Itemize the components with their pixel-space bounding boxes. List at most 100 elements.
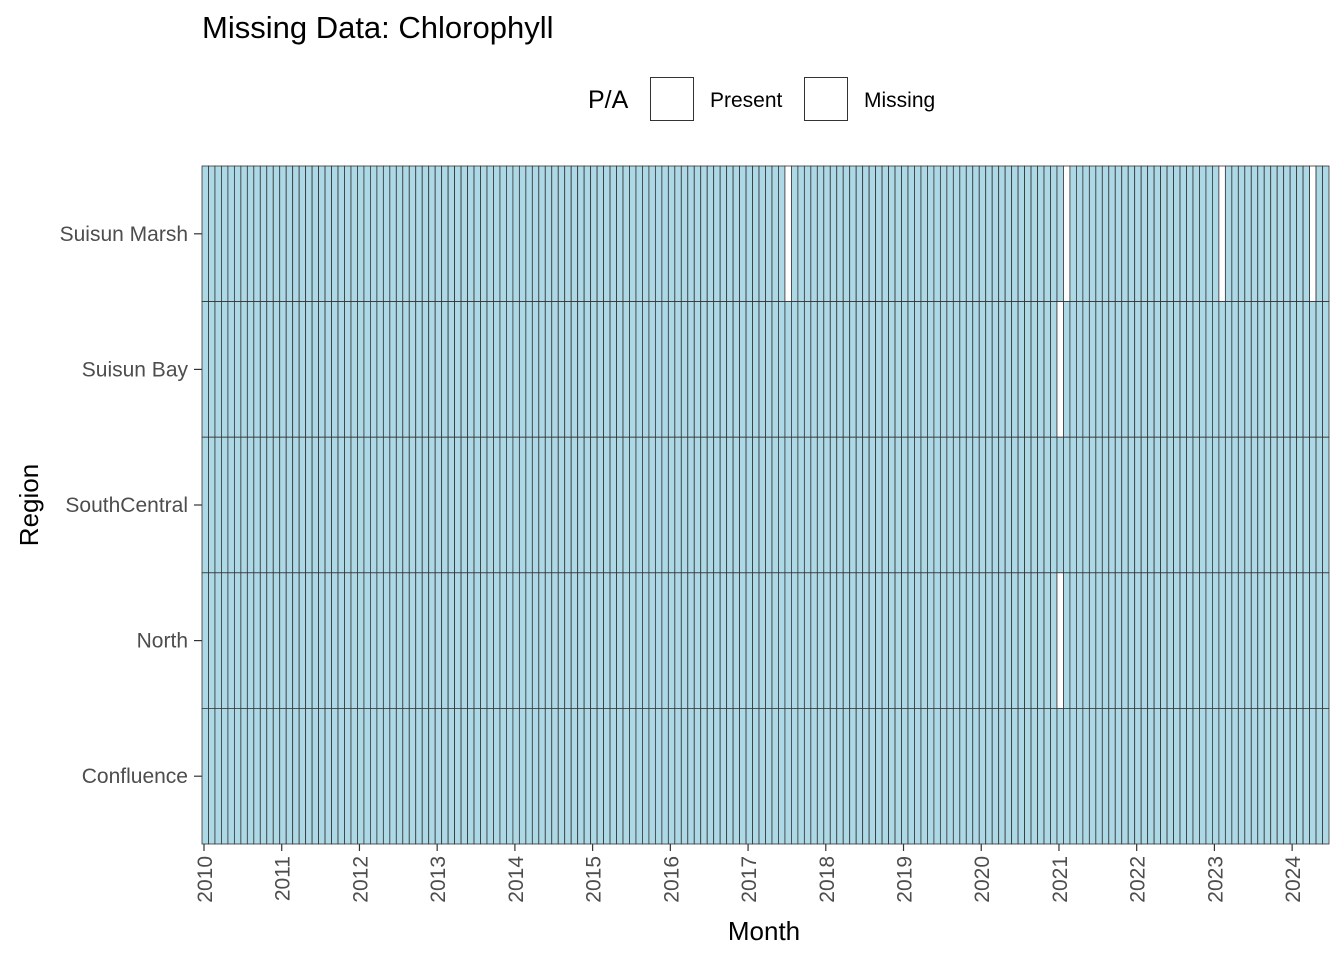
tile-present (272, 572, 281, 709)
tile-present (1224, 436, 1233, 574)
tile-present (1257, 572, 1265, 709)
tile-present (985, 301, 993, 438)
tile-present (311, 165, 319, 303)
tile-present (1224, 165, 1233, 303)
tile-present (1017, 436, 1025, 574)
tile-present (583, 572, 592, 709)
tile-present (298, 165, 307, 303)
tile-present (499, 165, 507, 303)
tile-present (959, 708, 967, 845)
tile-present (506, 572, 514, 709)
tile-present (1063, 436, 1071, 574)
tile-present (1140, 436, 1149, 574)
tile-present (279, 572, 287, 709)
tile-present (467, 436, 475, 574)
tile-present (985, 436, 993, 574)
tile-present (784, 301, 792, 438)
tile-present (227, 572, 235, 709)
tile-present (1082, 301, 1090, 438)
tile-present (791, 165, 799, 303)
tile-present (1011, 708, 1019, 845)
tile-present (667, 708, 676, 845)
tile-present (227, 708, 235, 845)
tile-present (259, 301, 268, 438)
tile-present (1263, 572, 1272, 709)
tile-present (208, 301, 216, 438)
tile-present (1043, 572, 1051, 709)
tile-present (836, 708, 844, 845)
tile-present (901, 572, 909, 709)
tile-present (1127, 572, 1136, 709)
tile-present (719, 708, 728, 845)
tile-present (1069, 165, 1077, 303)
tile-present (654, 708, 663, 845)
tile-present (758, 301, 766, 438)
tile-present (214, 301, 222, 438)
tile-present (415, 572, 423, 709)
tile-present (382, 572, 391, 709)
tile-present (1108, 165, 1116, 303)
tile-present (972, 572, 980, 709)
tile-present (797, 165, 805, 303)
tile-present (357, 436, 365, 574)
tile-present (1153, 165, 1161, 303)
tile-present (680, 572, 689, 709)
y-tick-label: North (137, 630, 188, 653)
tile-present (732, 436, 740, 574)
tile-present (1276, 708, 1285, 845)
tile-present (978, 436, 987, 574)
tile-present (434, 436, 443, 574)
tile-present (1166, 572, 1174, 709)
tile-present (1140, 708, 1149, 845)
tile-present (771, 165, 779, 303)
tile-present (518, 301, 527, 438)
tile-present (389, 301, 397, 438)
tile-present (667, 572, 676, 709)
tile-present (1121, 436, 1129, 574)
tile-present (1173, 436, 1181, 574)
tile-present (797, 436, 805, 574)
tile-present (1276, 165, 1285, 303)
tile-present (337, 165, 345, 303)
tile-present (1069, 436, 1077, 574)
tile-present (428, 708, 436, 845)
tile-present (1147, 708, 1155, 845)
tile-present (331, 436, 339, 574)
tile-present (875, 436, 883, 574)
tile-present (667, 301, 676, 438)
tile-present (939, 165, 948, 303)
tile-present (473, 572, 481, 709)
tile-present (836, 165, 844, 303)
tile-present (952, 165, 961, 303)
tile-present (616, 572, 624, 709)
tile-present (842, 708, 851, 845)
tile-present (1218, 708, 1226, 845)
tile-present (1114, 165, 1123, 303)
tile-present (1043, 165, 1051, 303)
tile-present (331, 165, 339, 303)
tile-present (1063, 301, 1071, 438)
tile-present (791, 708, 799, 845)
tile-present (965, 708, 974, 845)
tile-present (855, 572, 864, 709)
tile-present (946, 165, 954, 303)
tile-present (298, 708, 307, 845)
tile-present (642, 436, 650, 574)
tile-present (654, 165, 663, 303)
tile-present (506, 436, 514, 574)
tile-present (791, 436, 799, 574)
tile-present (752, 436, 760, 574)
tile-present (518, 708, 527, 845)
tile-present (1205, 165, 1213, 303)
tile-missing (1056, 572, 1064, 709)
x-tick-label: 2011 (272, 856, 295, 901)
tile-present (706, 301, 715, 438)
tile-present (240, 165, 248, 303)
tile-present (369, 708, 378, 845)
tile-present (881, 708, 889, 845)
tile-present (972, 165, 980, 303)
tile-present (227, 165, 235, 303)
tile-present (629, 708, 637, 845)
legend-label-present: Present (710, 89, 783, 112)
